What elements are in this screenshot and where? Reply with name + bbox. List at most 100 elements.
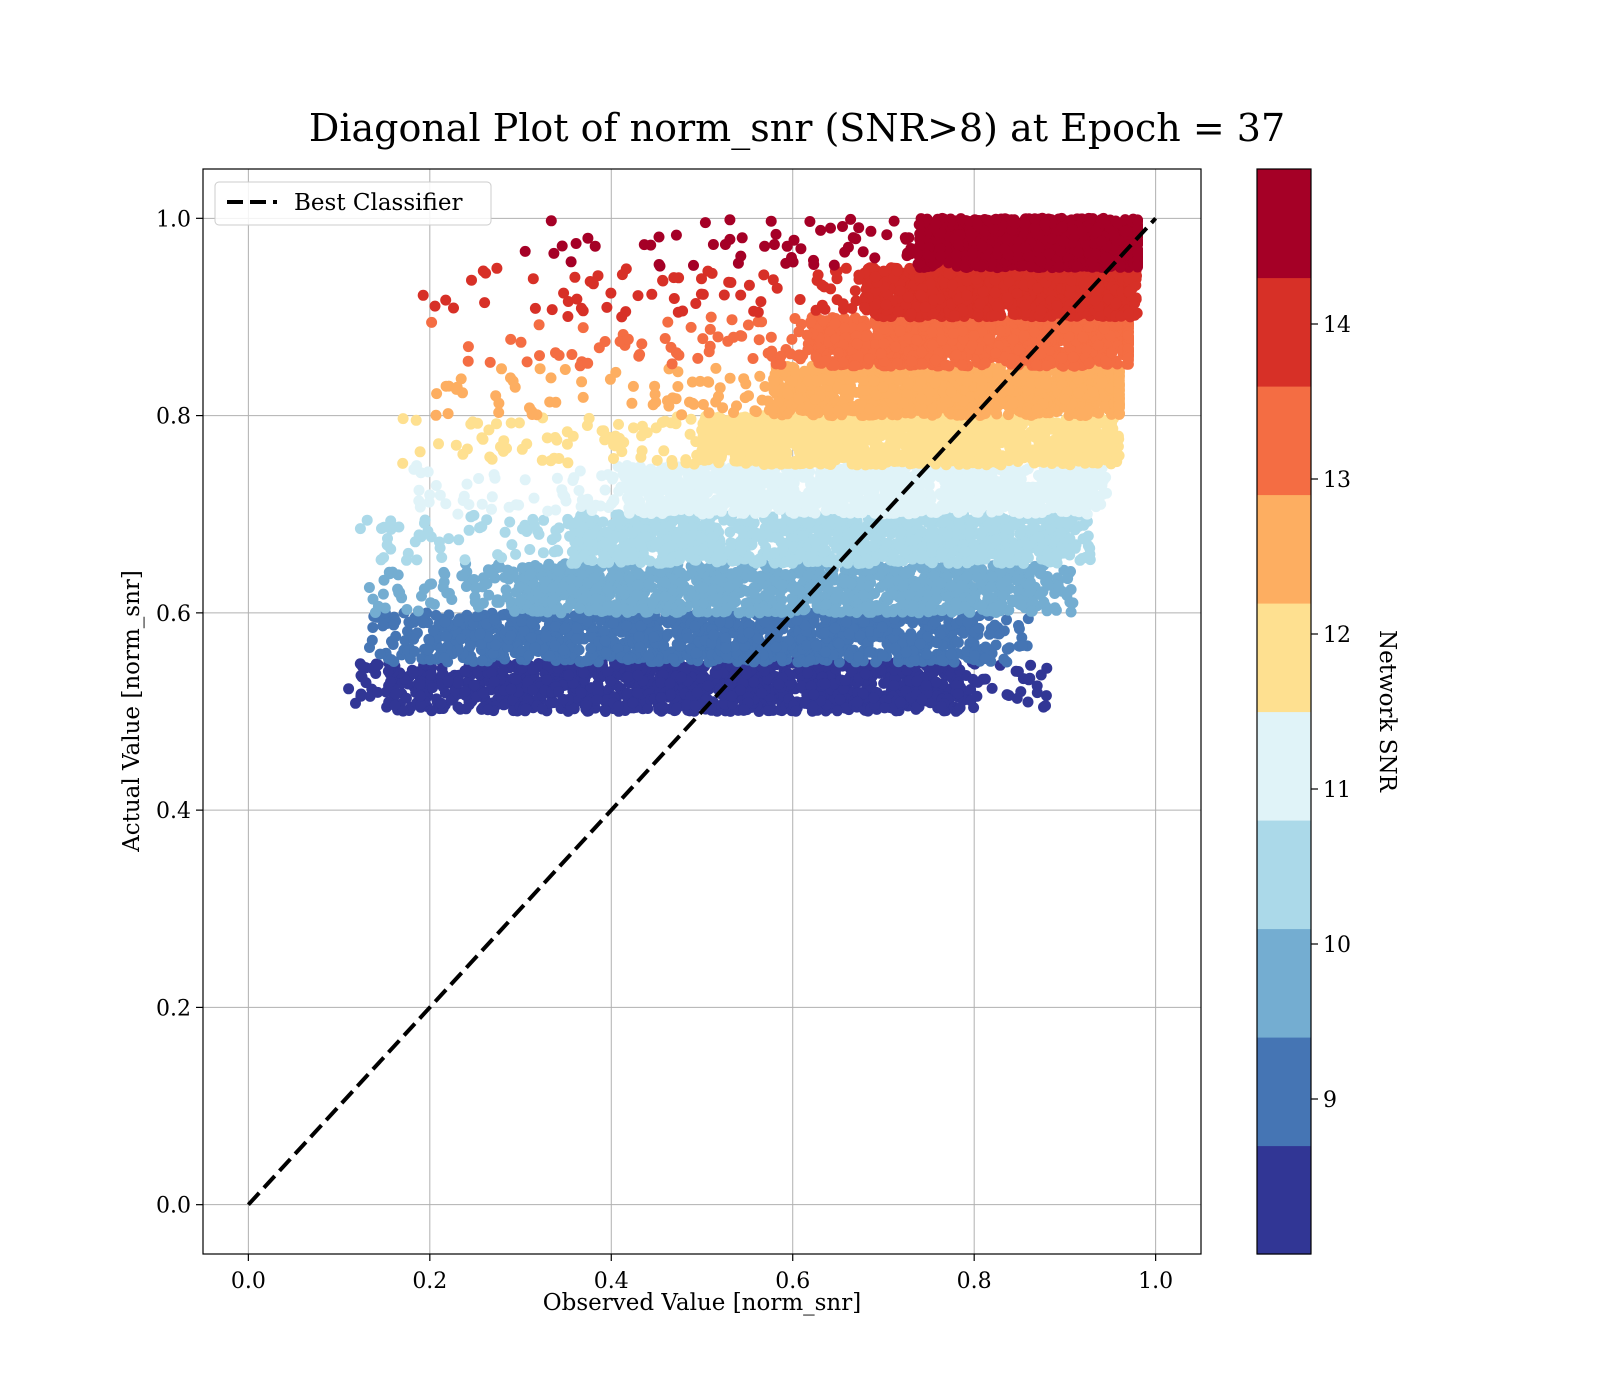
scatter-point xyxy=(499,526,511,538)
scatter-point xyxy=(361,514,373,526)
scatter-point xyxy=(385,654,397,666)
scatter-point xyxy=(870,532,882,544)
scatter-point xyxy=(676,604,688,616)
scatter-point xyxy=(1040,690,1052,702)
scatter-point xyxy=(525,632,537,644)
scatter-point xyxy=(513,581,525,593)
scatter-point xyxy=(658,639,670,651)
scatter-point xyxy=(1067,597,1079,609)
scatter-point xyxy=(802,667,814,679)
scatter-point xyxy=(851,696,863,708)
scatter-point xyxy=(1003,690,1015,701)
scatter-point xyxy=(622,654,634,665)
scatter-point xyxy=(550,621,562,632)
scatter-point xyxy=(424,578,436,590)
scatter-point xyxy=(907,600,919,612)
scatter-point xyxy=(492,549,504,561)
scatter-point xyxy=(1084,542,1096,554)
scatter-point xyxy=(795,548,806,560)
scatter-point xyxy=(1040,700,1051,712)
scatter-point xyxy=(559,622,571,634)
scatter-point xyxy=(980,641,992,653)
scatter-point xyxy=(976,526,988,538)
scatter-point xyxy=(486,568,498,580)
scatter-point xyxy=(350,697,361,709)
scatter-points xyxy=(343,212,1143,717)
scatter-point xyxy=(1001,656,1013,668)
scatter-point xyxy=(632,579,644,591)
scatter-point xyxy=(412,605,424,617)
scatter-point xyxy=(986,571,998,583)
scatter-point xyxy=(411,554,423,566)
scatter-point xyxy=(1023,579,1035,591)
scatter-point xyxy=(627,697,639,709)
scatter-point xyxy=(366,634,378,646)
scatter-point xyxy=(935,577,947,589)
scatter-point xyxy=(930,676,942,688)
scatter-point xyxy=(810,640,822,652)
scatter-point xyxy=(415,531,427,543)
scatter-point xyxy=(633,631,645,643)
scatter-point xyxy=(622,671,634,683)
scatter-point xyxy=(581,615,593,627)
scatter-point xyxy=(851,607,863,618)
scatter-point xyxy=(819,678,831,690)
scatter-point xyxy=(504,516,516,528)
scatter-point xyxy=(763,590,774,602)
scatter-point xyxy=(936,654,947,666)
scatter-point xyxy=(1052,580,1064,592)
scatter-point xyxy=(607,617,619,629)
scatter-point xyxy=(691,687,703,698)
scatter-point xyxy=(602,583,614,595)
scatter-point xyxy=(936,547,948,559)
scatter-point xyxy=(954,702,966,714)
scatter-point xyxy=(372,659,384,671)
scatter-point xyxy=(607,534,619,545)
scatter-point xyxy=(591,694,603,706)
scatter-point xyxy=(1042,579,1054,591)
scatter-point xyxy=(928,525,940,537)
scatter-point xyxy=(546,534,558,546)
scatter-point xyxy=(363,582,375,593)
scatter-point xyxy=(529,642,541,653)
scatter-point xyxy=(1022,540,1034,552)
scatter-point xyxy=(861,601,872,613)
scatter-point xyxy=(506,539,518,551)
scatter-point xyxy=(650,539,662,550)
scatter-point xyxy=(953,517,965,529)
scatter-point xyxy=(876,621,888,633)
scatter-point xyxy=(755,572,766,584)
scatter-point xyxy=(600,706,611,717)
scatter-point xyxy=(1065,606,1077,618)
scatter-point xyxy=(578,667,590,679)
scatter-point xyxy=(540,631,552,643)
scatter-point xyxy=(879,603,891,615)
scatter-point xyxy=(648,631,660,643)
scatter-point xyxy=(909,534,921,546)
scatter-point xyxy=(1033,531,1045,543)
scatter-point xyxy=(655,677,667,689)
scatter-point xyxy=(696,532,707,544)
scatter-point xyxy=(879,702,891,714)
scatter-point xyxy=(463,524,475,536)
scatter-point xyxy=(952,637,964,648)
scatter-point xyxy=(558,644,570,656)
scatter-point xyxy=(632,521,644,532)
scatter-point xyxy=(643,578,655,590)
scatter-point xyxy=(780,569,791,580)
scatter-point xyxy=(599,635,611,647)
scatter-point xyxy=(573,644,585,656)
scatter-point xyxy=(726,555,738,567)
scatter-point xyxy=(635,557,647,568)
scatter-point xyxy=(843,650,855,662)
scatter-point xyxy=(536,703,548,715)
scatter-point xyxy=(720,632,732,644)
scatter-point xyxy=(509,605,521,617)
scatter-point xyxy=(1035,669,1047,681)
scatter-point xyxy=(877,650,889,662)
scatter-point xyxy=(748,587,760,599)
scatter-point xyxy=(657,701,669,713)
scatter-point xyxy=(430,609,442,621)
scatter-point xyxy=(422,644,434,656)
scatter-point xyxy=(459,665,471,677)
